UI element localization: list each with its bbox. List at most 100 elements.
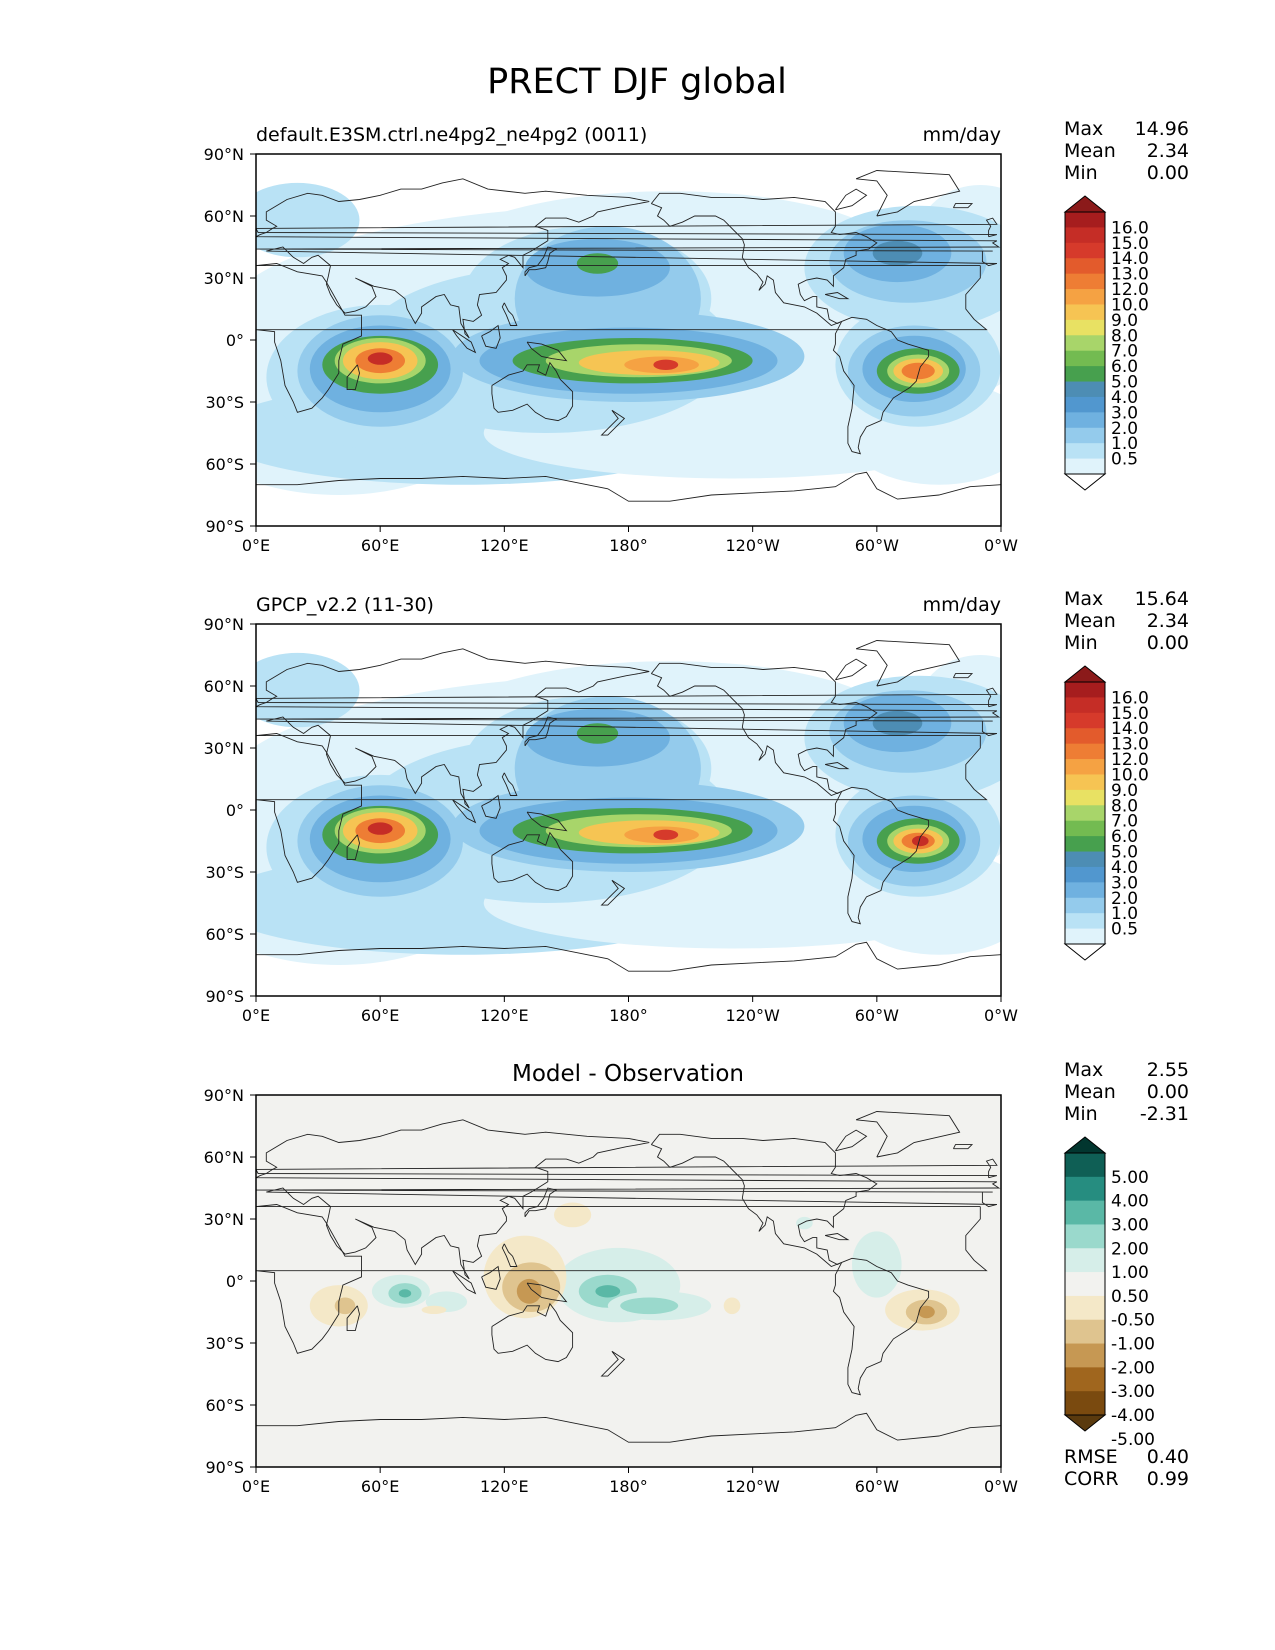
colorbar-tick-label: 9.0 — [1111, 311, 1138, 331]
difference-field — [309, 1202, 960, 1331]
iceland-coast — [952, 1144, 974, 1150]
greenland-coast — [111, 171, 215, 217]
lat-tick-label: 90°S — [205, 987, 244, 1006]
colorbar-tick-label: 16.0 — [1111, 688, 1149, 708]
greenland-coast — [111, 1112, 215, 1158]
stat-mean-label: Mean — [1064, 1081, 1116, 1103]
colorbar-segment — [1065, 412, 1105, 429]
colorbar-segment — [1065, 836, 1105, 853]
colorbar-tick-label: 3.0 — [1111, 873, 1138, 893]
lat-tick-label: 60°N — [204, 207, 244, 226]
colorbar-tick-label: 4.0 — [1111, 388, 1138, 408]
colorbar-tick-label: 6.0 — [1111, 827, 1138, 847]
colorbar-segment — [1065, 882, 1105, 899]
stats-box: Max 15.64 Mean 2.34 Min 0.00 — [1064, 588, 1189, 654]
lon-tick-label: 60°E — [361, 1006, 399, 1025]
stat-mean-label: Mean — [1064, 140, 1116, 162]
colorbar-tick-label: 13.0 — [1111, 265, 1149, 285]
lon-tick-label: 60°E — [361, 1477, 399, 1496]
colorbar-tick-label: -3.00 — [1111, 1382, 1155, 1402]
uk-coast — [256, 1158, 998, 1179]
lat-tick-label: 90°N — [204, 145, 244, 164]
lat-tick-label: 30°S — [205, 1334, 244, 1353]
northamerica-coast — [0, 663, 132, 795]
contour-region — [516, 1278, 542, 1304]
iceland-coast — [952, 673, 974, 679]
contour-region — [256, 182, 360, 258]
colorbar-segment — [1065, 712, 1105, 729]
colorbar-tick-label: 1.00 — [1111, 1263, 1149, 1283]
lat-tick-label: 30°N — [204, 739, 244, 758]
cuba-coast — [824, 1233, 850, 1241]
lat-tick-label: 60°S — [205, 925, 244, 944]
eurasia-coast — [256, 178, 1001, 339]
colorbar-tick-label: 0.5 — [1111, 920, 1138, 940]
lon-tick-label: 60°E — [361, 536, 399, 555]
colorbar-segment — [1065, 427, 1105, 444]
japan-coast — [524, 1187, 558, 1218]
australia-coast — [491, 361, 574, 422]
colorbar-tick-label: 10.0 — [1111, 296, 1149, 316]
colorbar-segment — [1065, 774, 1105, 791]
coastlines — [0, 170, 1001, 502]
panel-units: mm/day — [923, 594, 1001, 616]
colorbar-tick-label: 13.0 — [1111, 735, 1149, 755]
cuba-coast — [80, 1234, 103, 1240]
metric-corr-value: 0.99 — [1147, 1468, 1189, 1490]
colorbar-segment — [1065, 1248, 1105, 1273]
southamerica-coast — [832, 1257, 930, 1396]
panel-title-center: Model - Observation — [512, 1061, 744, 1087]
greenland-coast — [855, 170, 961, 217]
contour-region — [256, 652, 360, 728]
colorbar-tick-label: 12.0 — [1111, 280, 1149, 300]
stat-min-value: -2.31 — [1140, 1103, 1189, 1125]
lat-tick-label: 60°N — [204, 677, 244, 696]
lon-tick-label: 120°W — [725, 536, 780, 555]
colorbar-segment — [1065, 759, 1105, 775]
colorbar-extend-min — [1063, 473, 1107, 491]
lon-tick-label: 0°E — [242, 536, 270, 555]
colorbar-segment — [1065, 1319, 1105, 1345]
eurasia-coast — [0, 179, 254, 338]
philippines-coast — [501, 302, 518, 326]
lat-tick-label: 0° — [226, 1272, 244, 1291]
contour-region — [576, 723, 619, 744]
lat-tick-label: 90°S — [205, 1458, 244, 1477]
borneo-coast — [481, 1265, 501, 1290]
stat-min-value: 0.00 — [1147, 632, 1189, 654]
stat-mean-value: 0.00 — [1147, 1081, 1189, 1103]
colorbar-extend-max — [1063, 665, 1107, 683]
sumatra-coast — [452, 799, 477, 824]
panel-difference: Model - Observation 0°E 60°E 120°E 180° 120°… — [80, 1059, 1189, 1496]
northamerica-coast — [0, 193, 132, 325]
lat-tick-label: 30°S — [205, 393, 244, 412]
antarctica-coast — [256, 941, 1001, 972]
colorbar-extend-min — [1063, 1414, 1107, 1432]
colorbar-segment — [1065, 851, 1105, 868]
colorbar-segment — [1065, 212, 1105, 228]
colorbar-tick-label: 7.0 — [1111, 812, 1138, 832]
philippines-coast — [501, 772, 518, 796]
newzealand-coast — [600, 409, 626, 436]
stat-max-value: 15.64 — [1135, 588, 1189, 610]
lon-tick-label: 120°W — [725, 1006, 780, 1025]
stat-mean-value: 2.34 — [1147, 610, 1189, 632]
map-ticks: 0°E 60°E 120°E 180° 120°W 60°W 0°W 90°N 60°N 30°N… — [204, 145, 1019, 555]
lon-tick-label: 60°W — [855, 1006, 899, 1025]
colorbar-tick-label: 0.50 — [1111, 1287, 1149, 1307]
colorbar-tick-label: 6.0 — [1111, 357, 1138, 377]
colorbar-tick-label: 12.0 — [1111, 750, 1149, 770]
northamerica-coast — [650, 662, 878, 797]
colorbar-segment — [1065, 928, 1105, 945]
eurasia-coast — [256, 1119, 1001, 1280]
stat-min-label: Min — [1064, 162, 1098, 184]
philippines-coast — [501, 1243, 518, 1267]
stat-max-label: Max — [1064, 588, 1103, 610]
colorbar-segment — [1065, 319, 1105, 336]
contour-region — [918, 1305, 935, 1319]
lon-tick-label: 0°W — [984, 536, 1018, 555]
contour-region — [796, 1216, 813, 1230]
contour-region — [398, 1289, 412, 1298]
lon-tick-label: 0°W — [984, 1477, 1018, 1496]
